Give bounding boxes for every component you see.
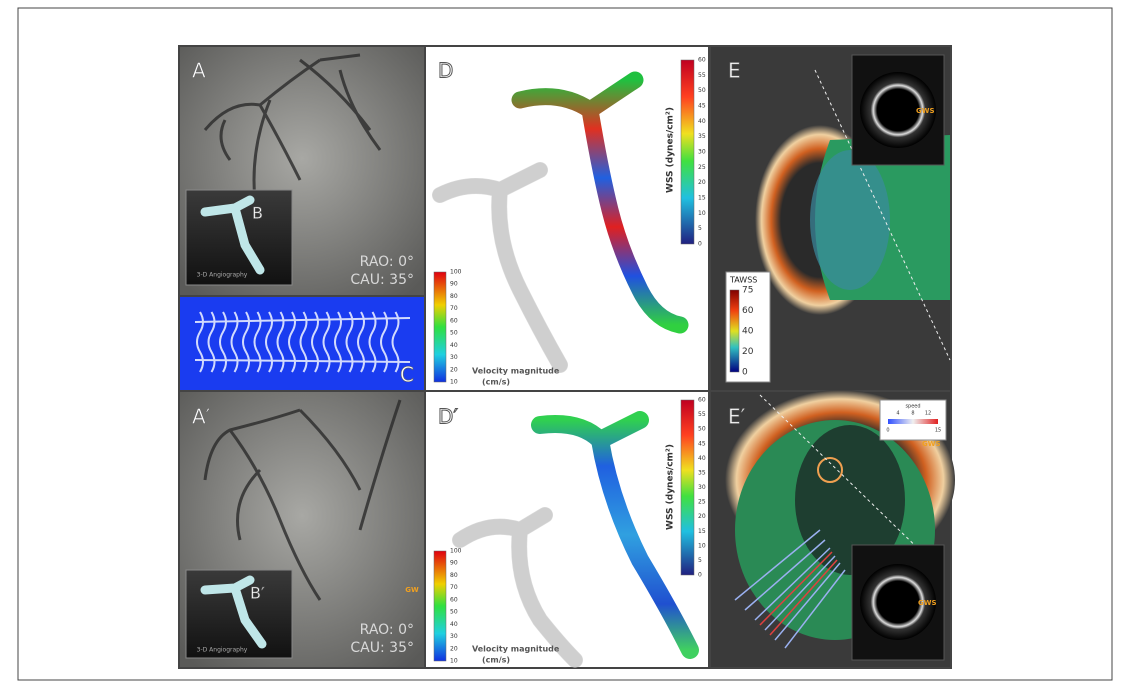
panel-label: A′ xyxy=(192,405,211,429)
colorbar-tick: 10 xyxy=(450,658,458,665)
speed-tick: 15 xyxy=(935,428,941,434)
colorbar-tick: 40 xyxy=(450,621,458,628)
colorbar-tick: 15 xyxy=(698,195,706,202)
panel-e: E GWS TAWSS 75 60 40 20 0 xyxy=(711,47,950,390)
panel-label: C xyxy=(400,363,414,387)
speed-tick: 4 xyxy=(896,411,899,417)
colorbar-tick: 10 xyxy=(698,210,706,217)
colorbar-tick: 10 xyxy=(450,379,458,386)
colorbar-tick: 60 xyxy=(698,57,706,64)
colorbar xyxy=(681,60,694,244)
inset-caption: 3-D Angiography xyxy=(197,272,248,279)
figure: A RAO: 0° CAU: 35° B 3-D Angiography C D… xyxy=(0,0,1130,686)
colorbar-tick: 100 xyxy=(450,269,462,276)
gws-label: GWS xyxy=(918,599,937,607)
panel-label: E xyxy=(728,59,741,83)
velocity-unit: (cm/s) xyxy=(482,656,510,665)
colorbar-tick: 15 xyxy=(698,528,706,535)
colorbar-tick: 25 xyxy=(698,164,706,171)
colorbar-tick: 60 xyxy=(698,397,706,404)
panel-label: D xyxy=(438,59,453,83)
wss-title: WSS (dynes/cm²) xyxy=(666,444,676,530)
colorbar-tick: 45 xyxy=(698,440,706,447)
colorbar-tick: 25 xyxy=(698,499,706,506)
colorbar-tick: 60 xyxy=(742,306,754,316)
colorbar-tick: 20 xyxy=(450,366,458,373)
stent-image xyxy=(180,297,424,390)
colorbar-tick: 0 xyxy=(742,368,748,378)
panel-c: C xyxy=(180,297,424,390)
panel-label: B xyxy=(252,204,263,223)
colorbar-tick: 50 xyxy=(698,87,706,94)
gw-label: GW xyxy=(405,586,419,594)
colorbar-tick: 20 xyxy=(698,513,706,520)
wss-pattern xyxy=(810,150,890,290)
colorbar-tick: 60 xyxy=(450,596,458,603)
colorbar-tick: 40 xyxy=(742,327,754,337)
inset-caption: 3-D Angiography xyxy=(197,647,248,654)
colorbar-tick: 30 xyxy=(450,633,458,640)
colorbar-tick: 75 xyxy=(742,286,753,296)
colorbar-tick: 45 xyxy=(698,103,706,110)
colorbar-tick: 30 xyxy=(698,149,706,156)
panel-e-prime: speed E′ GWS GWS 4 8 12 0 15 xyxy=(711,390,955,667)
colorbar-tick: 20 xyxy=(450,645,458,652)
colorbar-tick: 35 xyxy=(698,469,706,476)
speed-tick: 12 xyxy=(925,411,931,417)
speed-title: speed xyxy=(905,404,920,410)
cau-label: CAU: 35° xyxy=(350,640,414,656)
panel-label: B′ xyxy=(250,584,265,603)
wss-title: WSS (dynes/cm²) xyxy=(666,107,676,193)
colorbar-tick: 55 xyxy=(698,72,706,79)
panel-label: D′ xyxy=(438,405,458,429)
colorbar-tick: 5 xyxy=(698,557,702,564)
colorbar-tick: 100 xyxy=(450,548,462,555)
colorbar-tick: 20 xyxy=(742,347,754,357)
colorbar-tick: 35 xyxy=(698,133,706,140)
colorbar-tick: 30 xyxy=(450,354,458,361)
panel-d-prime: D′ Velocity magnitude (cm/s) 60555045403… xyxy=(426,392,708,667)
colorbar xyxy=(434,551,446,661)
colorbar-tick: 40 xyxy=(698,455,706,462)
colorbar-tick: 60 xyxy=(450,317,458,324)
cau-label: CAU: 35° xyxy=(350,272,414,288)
gws-label: GWS xyxy=(916,107,935,115)
colorbar-tick: 0 xyxy=(698,241,702,248)
colorbar-tick: 40 xyxy=(450,342,458,349)
speed-tick: 8 xyxy=(911,411,914,417)
speed-colorbar xyxy=(888,419,938,424)
panel-d: D Velocity magnitude (cm/s) 605550454035… xyxy=(426,47,708,390)
colorbar-tick: 0 xyxy=(698,572,702,579)
velocity-title: Velocity magnitude xyxy=(472,367,560,376)
colorbar-tick: 90 xyxy=(450,560,458,567)
speed-tick: 0 xyxy=(886,428,889,434)
colorbar xyxy=(434,272,446,382)
colorbar-tick: 50 xyxy=(450,330,458,337)
colorbar-tick: 70 xyxy=(450,584,458,591)
colorbar-tick: 20 xyxy=(698,179,706,186)
colorbar-tick: 40 xyxy=(698,118,706,125)
colorbar-tick: 70 xyxy=(450,305,458,312)
panel-a-prime: A′ GW RAO: 0° CAU: 35° B′ 3-D Angiograph… xyxy=(180,392,424,667)
colorbar-tick: 50 xyxy=(450,609,458,616)
velocity-title: Velocity magnitude xyxy=(472,645,560,654)
colorbar-tick: 80 xyxy=(450,293,458,300)
panel-a: A RAO: 0° CAU: 35° B 3-D Angiography xyxy=(180,47,424,295)
colorbar-tick: 10 xyxy=(698,542,706,549)
colorbar-tick: 80 xyxy=(450,572,458,579)
colorbar-tick: 50 xyxy=(698,426,706,433)
panel-label: E′ xyxy=(728,405,746,429)
panel-label: A xyxy=(192,59,206,83)
colorbar-tick: 30 xyxy=(698,484,706,491)
colorbar-tick: 90 xyxy=(450,281,458,288)
gws-label: GWS xyxy=(922,440,941,448)
rao-label: RAO: 0° xyxy=(360,254,414,270)
colorbar-tick: 55 xyxy=(698,411,706,418)
colorbar xyxy=(730,290,739,372)
tawss-title: TAWSS xyxy=(729,276,757,285)
velocity-unit: (cm/s) xyxy=(482,378,510,387)
colorbar-tick: 5 xyxy=(698,225,702,232)
colorbar xyxy=(681,400,694,575)
rao-label: RAO: 0° xyxy=(360,622,414,638)
